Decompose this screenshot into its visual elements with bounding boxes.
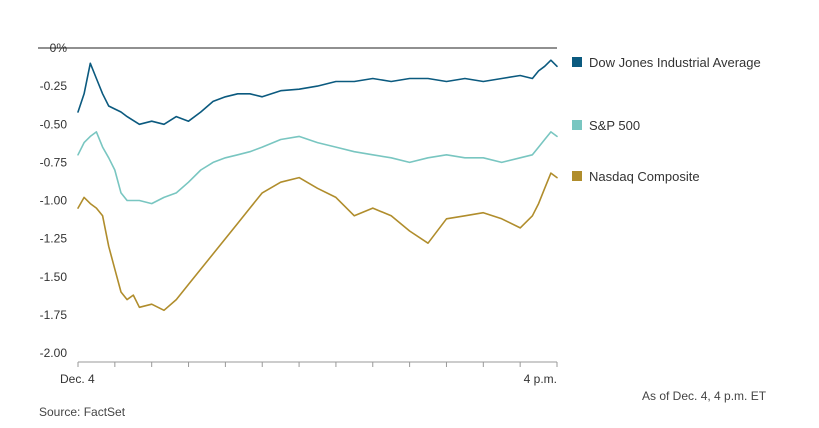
x-tick-label: 4 p.m.	[524, 372, 557, 386]
legend-label: Dow Jones Industrial Average	[589, 55, 761, 70]
legend-swatch	[572, 120, 582, 130]
legend-label: Nasdaq Composite	[589, 169, 700, 184]
legend: Dow Jones Industrial Average S&P 500 Nasda…	[572, 55, 761, 184]
series-line-2	[77, 131, 558, 205]
y-tick-label: -0.50	[40, 117, 68, 131]
x-axis	[77, 361, 558, 367]
as-of-note: As of Dec. 4, 4 p.m. ET	[642, 389, 767, 403]
y-tick-label: -1.00	[40, 194, 68, 208]
legend-swatch	[572, 171, 582, 181]
y-tick-label: -0.75	[40, 155, 68, 169]
series-line-3	[77, 172, 558, 312]
plot-lines	[77, 59, 558, 312]
y-tick-label: -1.50	[40, 270, 68, 284]
series-line-1	[77, 59, 558, 126]
x-tick-label: Dec. 4	[60, 372, 95, 386]
y-tick-label: -0.25	[40, 79, 68, 93]
y-tick-label: -1.75	[40, 308, 68, 322]
legend-swatch	[572, 57, 582, 67]
y-tick-label: -1.25	[40, 232, 68, 246]
y-tick-label: -2.00	[40, 346, 68, 360]
legend-label: S&P 500	[589, 118, 640, 133]
y-axis-labels: 0%-0.25-0.50-0.75-1.00-1.25-1.50-1.75-2.…	[40, 41, 68, 360]
source-note: Source: FactSet	[39, 405, 126, 419]
x-axis-labels: Dec. 4 4 p.m.	[60, 372, 557, 386]
